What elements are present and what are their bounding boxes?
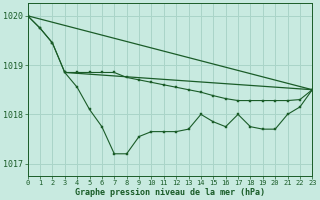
X-axis label: Graphe pression niveau de la mer (hPa): Graphe pression niveau de la mer (hPa) [75, 188, 265, 197]
